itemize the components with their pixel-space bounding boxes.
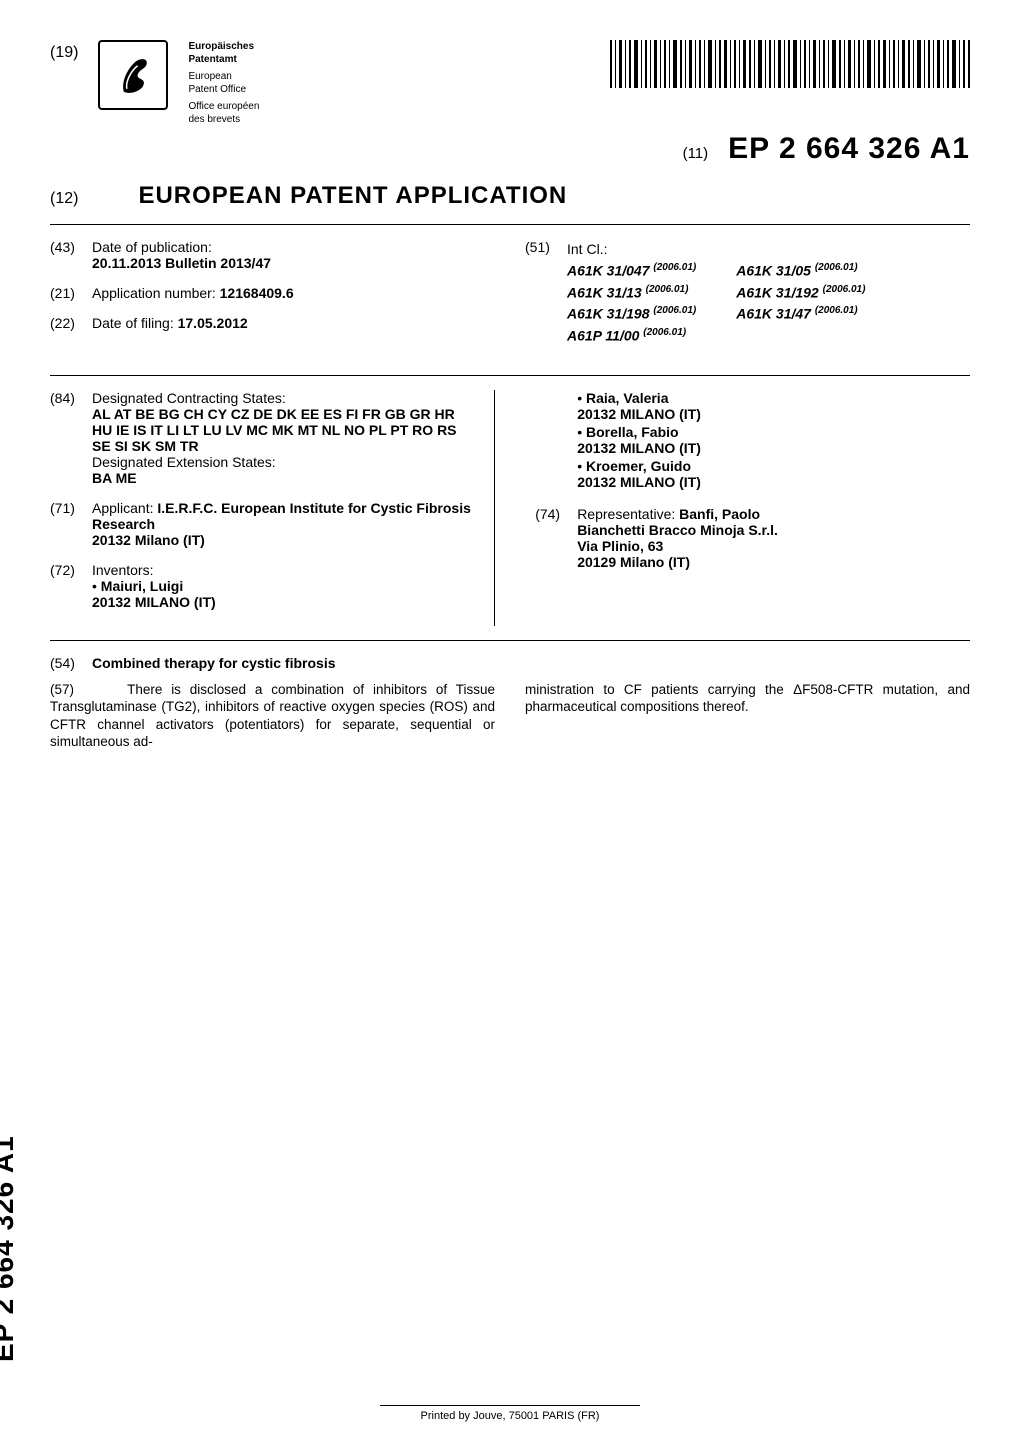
intcl-col-left: A61K 31/047 (2006.01)A61K 31/13 (2006.01… <box>567 260 696 347</box>
intcl-entry: A61K 31/47 (2006.01) <box>736 303 865 325</box>
i84-label: Designated Contracting States: <box>92 390 286 406</box>
i71-name2: Research <box>92 516 155 532</box>
code-54: (54) <box>50 655 92 671</box>
i74-label: Representative: <box>577 506 675 522</box>
i84-states: AL AT BE BG CH CY CZ DE DK EE ES FI FR G… <box>92 406 457 454</box>
i74-firm: Bianchetti Bracco Minoja S.r.l. <box>577 522 778 538</box>
code-74: (74) <box>535 506 577 570</box>
item-71: (71) Applicant: I.E.R.F.C. European Inst… <box>50 500 474 548</box>
code-51: (51) <box>525 239 567 347</box>
abstract-body: (57) There is disclosed a combination of… <box>50 681 970 751</box>
code-22: (22) <box>50 315 92 331</box>
code-57: (57) <box>50 682 74 697</box>
rule-3 <box>50 640 970 641</box>
i43-value: 20.11.2013 Bulletin 2013/47 <box>92 255 271 271</box>
biblio-main: (84) Designated Contracting States: AL A… <box>50 390 970 626</box>
office-fr-2: des brevets <box>188 114 240 125</box>
i22-label: Date of filing: <box>92 315 174 331</box>
i22-value: 17.05.2012 <box>178 315 248 331</box>
title-row: (12) EUROPEAN PATENT APPLICATION <box>50 182 970 210</box>
item-21: (21) Application number: 12168409.6 <box>50 285 495 301</box>
item-54: (54) Combined therapy for cystic fibrosi… <box>50 655 970 671</box>
code-11: (11) <box>683 145 709 162</box>
inventor-item: Kroemer, Guido20132 MILANO (IT) <box>577 458 970 490</box>
i21-value: 12168409.6 <box>220 285 294 301</box>
i74-city: 20129 Milano (IT) <box>577 554 690 570</box>
inventor-item: Maiuri, Luigi20132 MILANO (IT) <box>92 578 474 610</box>
code-72: (72) <box>50 562 92 612</box>
inventors-left: Maiuri, Luigi20132 MILANO (IT) <box>92 578 474 610</box>
intcl-entry: A61K 31/047 (2006.01) <box>567 260 696 282</box>
biblio-top: (43) Date of publication: 20.11.2013 Bul… <box>50 239 970 361</box>
inventors-cont: Raia, Valeria20132 MILANO (IT)Borella, F… <box>535 390 970 492</box>
item-22: (22) Date of filing: 17.05.2012 <box>50 315 495 331</box>
epo-logo-svg <box>110 52 156 98</box>
abstract-col2: ministration to CF patients carrying the… <box>525 682 970 715</box>
i51-label: Int Cl.: <box>567 241 607 257</box>
office-en-2: Patent Office <box>188 84 246 95</box>
item-74: (74) Representative: Banfi, Paolo Bianch… <box>535 506 970 570</box>
intcl-entry: A61K 31/198 (2006.01) <box>567 303 696 325</box>
intcl-col-right: A61K 31/05 (2006.01)A61K 31/192 (2006.01… <box>736 260 865 347</box>
abstract-col1: There is disclosed a combination of inhi… <box>50 682 495 750</box>
i43-label: Date of publication: <box>92 239 212 255</box>
i71-name: I.E.R.F.C. European Institute for Cystic… <box>157 500 471 516</box>
code-43: (43) <box>50 239 92 271</box>
office-de-1: Europäisches <box>188 41 254 52</box>
application-title: EUROPEAN PATENT APPLICATION <box>138 182 567 210</box>
pubnum-row: (11) EP 2 664 326 A1 <box>50 132 970 166</box>
office-de-2: Patentamt <box>188 54 236 65</box>
i74-name: Banfi, Paolo <box>679 506 760 522</box>
office-fr-1: Office européen <box>188 101 259 112</box>
code-71: (71) <box>50 500 92 548</box>
item-72: (72) Inventors: Maiuri, Luigi20132 MILAN… <box>50 562 474 612</box>
footer-text: Printed by Jouve, 75001 PARIS (FR) <box>421 1410 600 1422</box>
inventor-item: Borella, Fabio20132 MILANO (IT) <box>577 424 970 456</box>
item-84: (84) Designated Contracting States: AL A… <box>50 390 474 486</box>
office-en-1: European <box>188 71 231 82</box>
rule-2 <box>50 375 970 376</box>
office-labels: Europäisches Patentamt European Patent Off… <box>188 40 259 126</box>
i72-label: Inventors: <box>92 562 153 578</box>
inventor-item: Raia, Valeria20132 MILANO (IT) <box>577 390 970 422</box>
code-84: (84) <box>50 390 92 486</box>
publication-number: EP 2 664 326 A1 <box>728 132 970 166</box>
i21-label: Application number: <box>92 285 216 301</box>
rule-1 <box>50 224 970 225</box>
code-12: (12) <box>50 190 78 208</box>
code-19: (19) <box>50 40 78 62</box>
header-top: (19) Europäisches Patentamt European Paten… <box>50 40 970 126</box>
spine-pubnum: EP 2 664 326 A1 <box>0 1135 20 1362</box>
i71-label: Applicant: <box>92 500 153 516</box>
item-51: (51) Int Cl.: A61K 31/047 (2006.01)A61K … <box>525 239 970 347</box>
intcl-entry: A61P 11/00 (2006.01) <box>567 325 696 347</box>
intcl-entry: A61K 31/192 (2006.01) <box>736 282 865 304</box>
i84-ext-states: BA ME <box>92 470 137 486</box>
item-43: (43) Date of publication: 20.11.2013 Bul… <box>50 239 495 271</box>
footer: Printed by Jouve, 75001 PARIS (FR) <box>0 1405 1020 1422</box>
epo-logo <box>98 40 168 110</box>
intcl-entry: A61K 31/13 (2006.01) <box>567 282 696 304</box>
i71-addr: 20132 Milano (IT) <box>92 532 205 548</box>
i74-street: Via Plinio, 63 <box>577 538 663 554</box>
inventors-right: Raia, Valeria20132 MILANO (IT)Borella, F… <box>577 390 970 490</box>
i84-ext-label: Designated Extension States: <box>92 454 276 470</box>
barcode <box>610 40 970 88</box>
intcl-entry: A61K 31/05 (2006.01) <box>736 260 865 282</box>
invention-title: Combined therapy for cystic fibrosis <box>92 655 336 671</box>
footer-rule <box>380 1405 640 1406</box>
code-21: (21) <box>50 285 92 301</box>
